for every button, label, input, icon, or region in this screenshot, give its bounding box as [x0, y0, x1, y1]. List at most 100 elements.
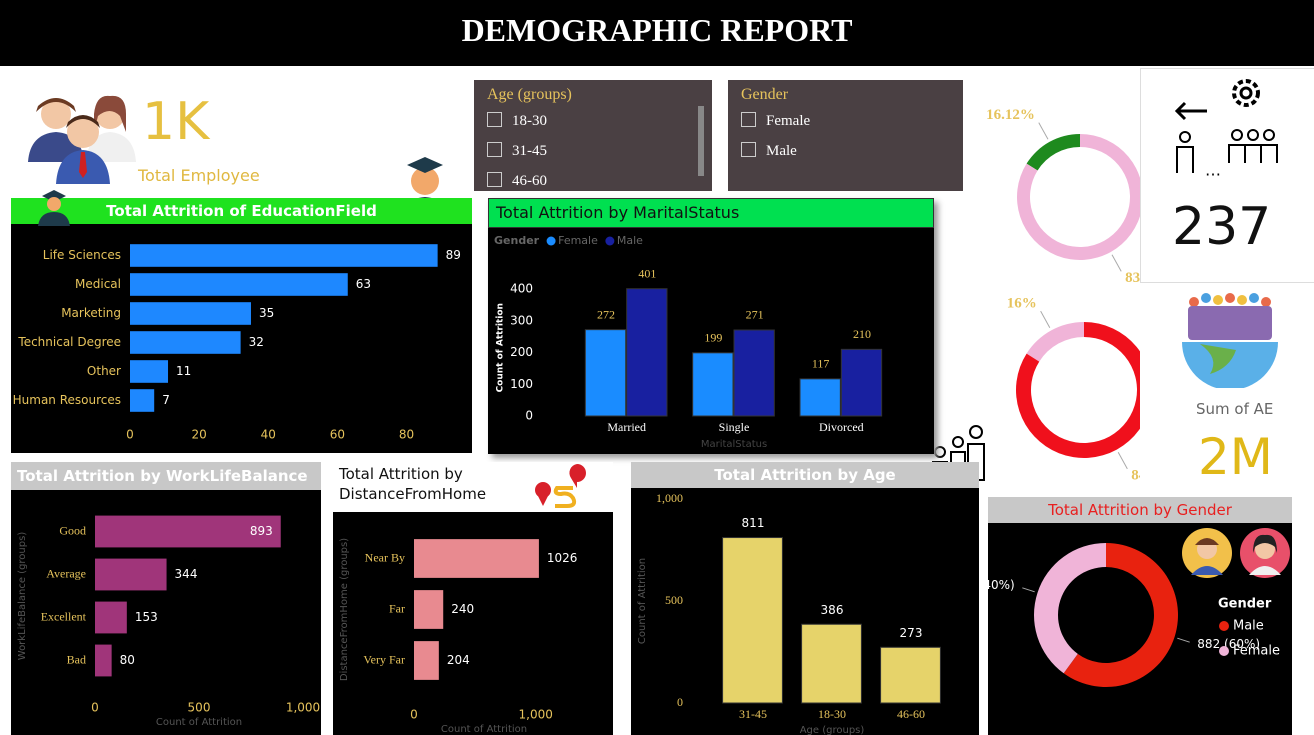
donut-chart: 882 (60%) 588 (40%) Gender Male Female: [988, 543, 1280, 687]
x-tick-label: 20: [191, 428, 206, 442]
gender-slicer: Gender Female Male: [728, 80, 963, 191]
donut-slice: [1026, 322, 1084, 362]
value-label: 882 (60%): [1197, 637, 1260, 651]
bar: [414, 590, 444, 629]
x-axis-title: Count of Attrition: [156, 717, 242, 728]
slicer-item[interactable]: 46-60: [487, 172, 547, 190]
y-tick-label: 300: [510, 313, 533, 327]
bar: [801, 623, 862, 704]
value-label: 1026: [547, 551, 578, 565]
category-label: Medical: [75, 277, 121, 291]
x-tick-label: 80: [399, 428, 414, 442]
chart-title: Total Attrition by Gender: [988, 497, 1292, 523]
category-label: Marketing: [61, 306, 121, 320]
legend-label: Female: [1233, 644, 1280, 659]
slicer-title: Gender: [741, 86, 789, 103]
bar: [130, 389, 155, 412]
donut-chart: 16% 84%: [1007, 296, 1140, 483]
y-tick-label: 400: [510, 282, 533, 296]
chart-panel: Total Attrition by MaritalStatus 272 401 M…: [488, 198, 934, 454]
legend-label: Male: [617, 234, 643, 247]
leader-line: [1022, 587, 1035, 593]
value-label: 240: [451, 602, 474, 616]
bar: [692, 352, 734, 417]
value-label: 272: [597, 307, 615, 321]
bar: [733, 329, 775, 417]
value-label: 89: [446, 248, 461, 262]
value-label: 811: [742, 516, 765, 530]
value-label: 83.88%: [1125, 270, 1140, 285]
x-axis-title: Age (groups): [800, 725, 865, 735]
kpi-card: … 237: [1140, 68, 1314, 283]
legend-swatch: [1219, 621, 1229, 631]
bar: [584, 329, 627, 417]
svg-text:…: …: [1205, 161, 1221, 180]
category-label: Technical Degree: [17, 335, 121, 349]
x-tick-label: 500: [188, 701, 211, 715]
slicer-item[interactable]: Female: [741, 112, 810, 130]
category-label: 18-30: [818, 707, 846, 721]
category-label: Married: [607, 420, 646, 434]
value-label: 893: [250, 524, 273, 538]
value-label: 7: [162, 393, 170, 407]
donut-slice: [1063, 543, 1178, 687]
bar: [95, 558, 167, 591]
y-axis-title: WorkLifeBalance (groups): [17, 532, 28, 661]
slicer-item[interactable]: 31-45: [487, 142, 547, 160]
y-tick-label: 0: [677, 695, 683, 709]
y-tick-label: 100: [510, 377, 533, 391]
globe-icon: [1182, 293, 1278, 388]
chart-title: Total Attrition by Age: [631, 462, 979, 488]
value-label: 588 (40%): [988, 578, 1015, 592]
value-label: 16%: [1007, 296, 1037, 312]
bar: [414, 539, 539, 578]
legend-swatch: [546, 236, 556, 246]
chart-title: Total Attrition by WorkLifeBalance: [11, 462, 321, 490]
legend-title: Gender: [1218, 597, 1272, 612]
y-axis-title: Count of Attrition: [637, 558, 648, 644]
bar: [130, 244, 438, 267]
value-label: 386: [821, 603, 844, 617]
bar: [626, 288, 668, 417]
bar-chart: Good 893 Average 344 Excellent 153 Bad 80 0 500 1,…: [17, 515, 320, 728]
legend-label: Female: [558, 234, 598, 247]
bar: [414, 641, 439, 680]
leader-line: [1177, 637, 1190, 643]
value-label: 153: [135, 610, 158, 624]
bar: [130, 302, 251, 325]
y-tick-label: 0: [525, 409, 533, 423]
chart-panel: Total Attrition of EducationField Life S…: [11, 198, 472, 453]
chart-title: Total Attrition of EducationField: [11, 198, 472, 224]
x-axis-title: MaritalStatus: [701, 439, 767, 450]
bar: [95, 515, 281, 548]
category-label: Good: [59, 523, 86, 537]
value-label: 273: [900, 626, 923, 640]
category-label: Other: [87, 364, 121, 378]
x-tick-label: 1,000: [286, 701, 320, 715]
slicer-item[interactable]: Male: [741, 142, 797, 160]
value-label: 11: [176, 364, 191, 378]
chart-panel: Total Attrition by DistanceFromHome Near…: [333, 462, 613, 735]
value-label: 32: [249, 335, 264, 349]
value-label: 117: [812, 357, 830, 371]
value-label: 16.12%: [986, 107, 1035, 123]
x-axis-title: Count of Attrition: [441, 724, 527, 735]
kpi-label: Sum of AE: [1196, 400, 1274, 418]
scrollbar[interactable]: [698, 106, 704, 176]
legend-swatch: [1219, 646, 1229, 656]
donut-chart: 16.12% 83.88%: [986, 107, 1140, 285]
slicer-item[interactable]: 18-30: [487, 112, 547, 130]
page-title: DEMOGRAPHIC REPORT: [461, 12, 853, 48]
value-label: 63: [356, 277, 371, 291]
value-label: 210: [853, 327, 871, 341]
donut-slice: [1034, 543, 1106, 674]
employee-icon: [28, 95, 136, 184]
value-label: 204: [447, 653, 470, 667]
x-tick-label: 1,000: [519, 708, 553, 722]
bar: [130, 331, 241, 354]
category-label: Very Far: [363, 652, 405, 666]
bar: [722, 537, 783, 704]
value-label: 271: [746, 308, 764, 322]
category-label: Life Sciences: [43, 248, 121, 262]
